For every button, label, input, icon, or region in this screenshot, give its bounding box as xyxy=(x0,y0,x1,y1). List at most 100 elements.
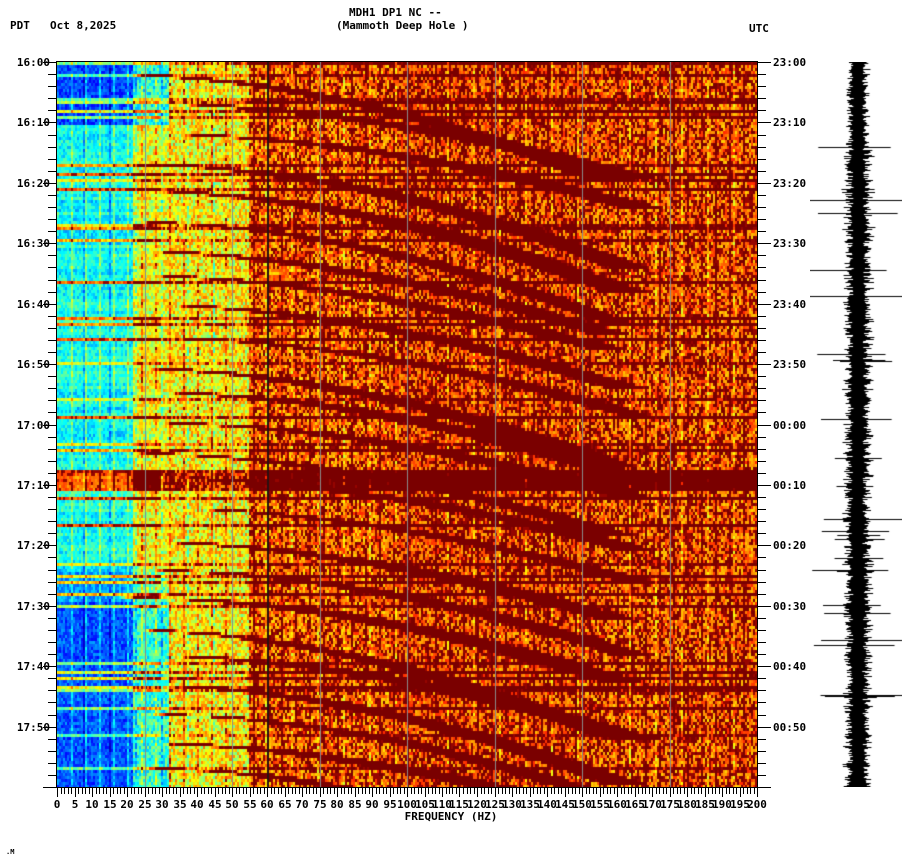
frequency-label: 95 xyxy=(383,798,397,811)
y-axis-tick-left xyxy=(43,304,56,305)
y-axis-tick-left xyxy=(48,267,56,268)
y-axis-tick-right xyxy=(758,388,766,389)
x-axis-minor-tick xyxy=(229,788,230,794)
x-axis-minor-tick xyxy=(341,788,342,794)
y-axis-tick-left xyxy=(43,606,56,607)
y-axis-tick-right xyxy=(758,231,766,232)
footnote-mark: .M xyxy=(6,848,15,856)
y-axis-tick-left xyxy=(48,328,56,329)
x-axis-tick xyxy=(127,788,128,797)
y-axis-tick-right xyxy=(758,183,771,184)
x-axis-minor-tick xyxy=(288,788,289,794)
x-axis-minor-tick xyxy=(463,788,464,794)
x-axis-minor-tick xyxy=(673,788,674,794)
y-axis-tick-left xyxy=(48,376,56,377)
y-axis-tick-right xyxy=(758,352,766,353)
time-label-utc: 00:40 xyxy=(773,660,807,673)
y-axis-tick-right xyxy=(758,485,771,486)
x-axis-minor-tick xyxy=(103,788,104,794)
time-label-local: 16:30 xyxy=(16,237,50,250)
x-axis-minor-tick xyxy=(89,788,90,794)
x-axis-tick xyxy=(145,788,146,797)
x-axis-tick xyxy=(495,788,496,797)
x-axis-minor-tick xyxy=(537,788,538,794)
frequency-label: 70 xyxy=(295,798,309,811)
x-axis-minor-tick xyxy=(120,788,121,794)
y-axis-tick-left xyxy=(48,316,56,317)
x-axis-minor-tick xyxy=(306,788,307,794)
x-axis-tick xyxy=(197,788,198,797)
x-axis-minor-tick xyxy=(736,788,737,794)
x-axis-tick xyxy=(75,788,76,797)
frequency-label: 115 xyxy=(449,798,469,811)
x-axis-minor-tick xyxy=(719,788,720,794)
y-axis-tick-left xyxy=(48,219,56,220)
x-axis-tick xyxy=(565,788,566,797)
time-label-local: 16:10 xyxy=(16,116,50,129)
x-axis-minor-tick xyxy=(418,788,419,794)
frequency-label: 50 xyxy=(225,798,239,811)
x-axis-minor-tick xyxy=(386,788,387,794)
y-axis-tick-right xyxy=(758,533,766,534)
x-axis-minor-tick xyxy=(113,788,114,794)
y-axis-tick-right xyxy=(758,570,766,571)
y-axis-tick-left xyxy=(48,751,56,752)
station-code-label: MDH1 DP1 NC -- xyxy=(349,6,442,19)
x-axis-minor-tick xyxy=(222,788,223,794)
x-axis-minor-tick xyxy=(323,788,324,794)
x-axis-tick xyxy=(180,788,181,797)
x-axis-minor-tick xyxy=(211,788,212,794)
y-axis-tick-right xyxy=(758,110,766,111)
x-axis-tick xyxy=(617,788,618,797)
x-axis-minor-tick xyxy=(236,788,237,794)
x-axis-minor-tick xyxy=(467,788,468,794)
x-axis-minor-tick xyxy=(85,788,86,794)
x-axis-minor-tick xyxy=(131,788,132,794)
y-axis-tick-left xyxy=(48,449,56,450)
y-axis-tick-right xyxy=(758,678,766,679)
x-axis-minor-tick xyxy=(435,788,436,794)
time-label-utc: 23:30 xyxy=(773,237,807,250)
frequency-label: 0 xyxy=(53,798,61,811)
x-axis-minor-tick xyxy=(141,788,142,794)
y-axis-tick-right xyxy=(758,340,766,341)
x-axis-tick xyxy=(740,788,741,797)
y-axis-tick-left xyxy=(48,497,56,498)
y-axis-tick-right xyxy=(758,135,766,136)
y-axis-tick-right xyxy=(758,425,771,426)
x-axis-minor-tick xyxy=(502,788,503,794)
time-label-utc: 23:40 xyxy=(773,298,807,311)
y-axis-tick-left xyxy=(43,243,56,244)
x-axis-tick xyxy=(215,788,216,797)
y-axis-tick-left xyxy=(43,545,56,546)
y-axis-tick-right xyxy=(758,328,766,329)
y-axis-tick-left xyxy=(48,86,56,87)
x-axis-minor-tick xyxy=(362,788,363,794)
x-axis-minor-tick xyxy=(754,788,755,794)
x-axis-tick xyxy=(757,788,758,797)
y-axis-tick-left xyxy=(43,787,56,788)
y-axis-tick-right xyxy=(758,147,766,148)
x-axis-tick xyxy=(459,788,460,797)
y-axis-tick-right xyxy=(758,437,766,438)
time-label-local: 17:30 xyxy=(16,600,50,613)
frequency-label: 90 xyxy=(365,798,379,811)
x-axis-minor-tick xyxy=(71,788,72,794)
x-axis-minor-tick xyxy=(187,788,188,794)
y-axis-tick-left xyxy=(48,739,56,740)
x-axis-minor-tick xyxy=(159,788,160,794)
y-axis-tick-left xyxy=(43,666,56,667)
y-axis-tick-right xyxy=(758,763,766,764)
y-axis-tick-right xyxy=(758,159,766,160)
x-axis-tick xyxy=(722,788,723,797)
x-axis-minor-tick xyxy=(446,788,447,794)
y-axis-tick-right xyxy=(758,74,766,75)
x-axis-minor-tick xyxy=(264,788,265,794)
y-axis-tick-right xyxy=(758,739,766,740)
time-label-utc: 23:20 xyxy=(773,177,807,190)
y-axis-tick-left xyxy=(43,425,56,426)
y-axis-tick-right xyxy=(758,304,771,305)
x-axis-minor-tick xyxy=(526,788,527,794)
time-label-local: 17:50 xyxy=(16,721,50,734)
x-axis-tick xyxy=(372,788,373,797)
